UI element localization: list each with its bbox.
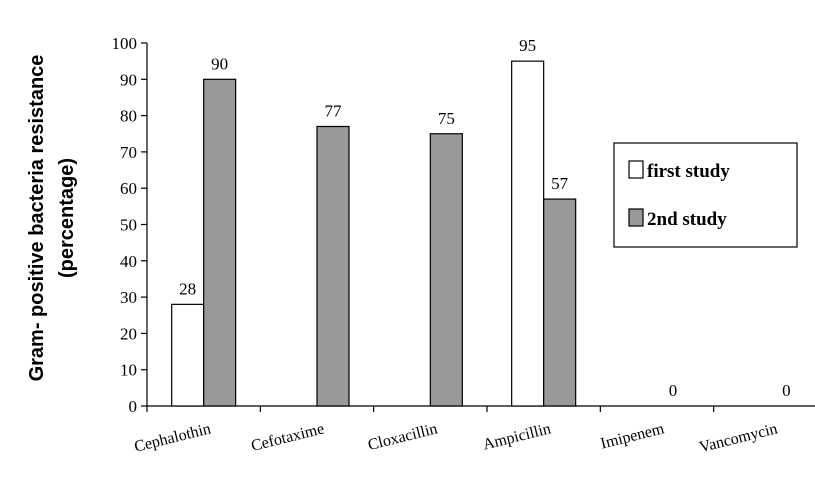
y-tick-label: 40	[120, 252, 137, 271]
y-tick-label: 90	[120, 70, 137, 89]
y-axis-title-line-2: (percentage)	[56, 158, 78, 278]
y-tick-label: 60	[120, 179, 137, 198]
y-tick-label: 100	[112, 34, 138, 53]
bar-2nd-study	[544, 199, 576, 406]
x-tick-label: Vancomycin	[698, 420, 780, 456]
data-label: 0	[669, 381, 678, 400]
legend: first study 2nd study	[614, 143, 797, 247]
legend-swatch-2nd-study	[629, 209, 643, 226]
legend-box	[614, 143, 797, 247]
bar-2nd-study	[317, 126, 349, 406]
y-axis-title-line-1: Gram- positive bacteria resistance	[26, 55, 48, 382]
x-tick-label: Cefotaxime	[249, 420, 326, 455]
y-tick-label: 20	[120, 324, 137, 343]
bar-2nd-study	[430, 134, 462, 406]
data-label: 95	[519, 36, 536, 55]
legend-label-2nd-study: 2nd study	[647, 209, 727, 230]
y-tick-label: 70	[120, 143, 137, 162]
legend-label-first-study: first study	[647, 161, 730, 182]
bar-first-study	[172, 304, 204, 406]
y-tick-label: 80	[120, 107, 137, 126]
x-tick-label: Cloxacillin	[366, 420, 439, 454]
bars	[172, 61, 576, 406]
x-tick-label: Imipenem	[599, 420, 667, 452]
x-tick-label: Ampicillin	[481, 420, 552, 453]
y-tick-label: 50	[120, 216, 137, 235]
data-label: 28	[179, 279, 196, 298]
y-axis-title: Gram- positive bacteria resistance (perc…	[26, 55, 78, 382]
bar-2nd-study	[204, 79, 236, 406]
y-tick-label: 30	[120, 288, 137, 307]
data-label: 77	[325, 101, 343, 120]
bar-first-study	[512, 61, 544, 406]
data-label: 0	[782, 381, 791, 400]
y-tick-label: 10	[120, 361, 137, 380]
x-tick-label: Cephalothin	[133, 420, 213, 455]
data-label: 75	[438, 109, 455, 128]
y-tick-label: 0	[129, 397, 138, 416]
data-label: 57	[551, 174, 569, 193]
data-label: 90	[211, 54, 228, 73]
legend-swatch-first-study	[629, 161, 643, 178]
